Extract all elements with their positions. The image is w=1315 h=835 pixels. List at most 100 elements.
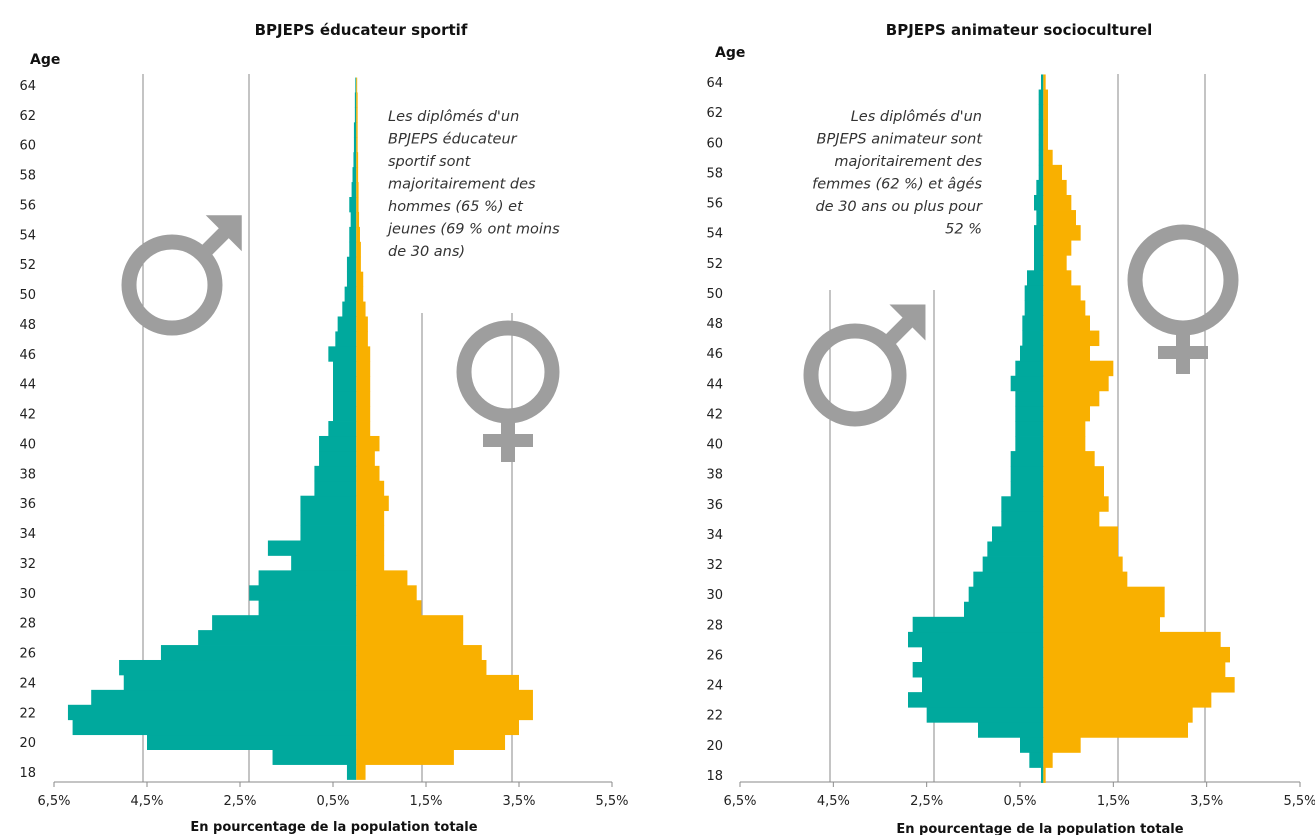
female-bar xyxy=(1043,631,1221,648)
y-tick-label: 54 xyxy=(19,228,36,243)
male-bar xyxy=(1015,420,1044,437)
male-bar xyxy=(319,450,357,467)
x-tick-label: 5,5% xyxy=(595,794,628,809)
female-bar xyxy=(356,107,358,123)
female-bar xyxy=(1043,285,1081,301)
y-tick-label: 22 xyxy=(19,706,36,721)
annotation-line: Les diplômés d'un xyxy=(851,109,982,125)
female-bar xyxy=(356,465,380,482)
female-symbol-ring xyxy=(1127,224,1239,336)
female-bar xyxy=(356,122,358,138)
male-bar xyxy=(973,571,1044,588)
annotation-line: 52 % xyxy=(945,222,982,238)
female-bar xyxy=(356,152,359,168)
x-tick-label: 3,5% xyxy=(1190,794,1223,809)
male-bar xyxy=(1038,164,1044,181)
chart-title: BPJEPS animateur socioculturel xyxy=(886,21,1152,39)
male-bar xyxy=(72,719,357,736)
female-bar xyxy=(1043,104,1048,121)
female-bar xyxy=(356,734,506,750)
x-tick-label: 0,5% xyxy=(316,794,349,809)
y-tick-label: 32 xyxy=(706,558,723,573)
male-bar xyxy=(354,107,357,123)
x-tick-label: 3,5% xyxy=(502,794,535,809)
male-bar xyxy=(926,707,1044,723)
female-bar xyxy=(1043,390,1100,407)
male-bar xyxy=(1015,405,1044,422)
female-bar xyxy=(1043,496,1109,512)
male-bar xyxy=(258,600,357,616)
y-tick-label: 46 xyxy=(19,348,36,363)
male-bar xyxy=(346,256,357,273)
female-bar xyxy=(356,406,371,422)
annotation-line: majoritairement des xyxy=(834,154,982,170)
male-bar xyxy=(1034,255,1044,271)
female-bar xyxy=(356,421,371,437)
female-bar xyxy=(356,555,385,571)
male-bar xyxy=(992,526,1044,542)
female-bar xyxy=(356,645,482,661)
x-tick-label: 6,5% xyxy=(37,794,70,809)
male-bar xyxy=(1038,104,1044,121)
male-bar xyxy=(198,630,357,646)
female-bar xyxy=(1043,646,1230,663)
y-tick-label: 32 xyxy=(19,557,36,572)
male-bar xyxy=(349,226,357,243)
female-bar xyxy=(356,286,364,302)
female-bar xyxy=(356,600,422,616)
y-tick-label: 38 xyxy=(19,467,36,482)
y-tick-label: 48 xyxy=(706,317,723,332)
female-bar xyxy=(1043,601,1165,618)
y-tick-label: 62 xyxy=(19,109,36,124)
y-tick-label: 46 xyxy=(706,347,723,362)
female-bar xyxy=(1043,571,1128,588)
female-bar xyxy=(356,182,359,198)
male-bar xyxy=(160,645,357,661)
y-tick-label: 30 xyxy=(706,588,723,603)
y-tick-label: 56 xyxy=(706,197,723,212)
female-bar xyxy=(1043,210,1076,226)
male-bar xyxy=(346,271,357,288)
female-bar xyxy=(356,659,487,676)
female-bar xyxy=(356,480,385,497)
male-bar xyxy=(968,586,1044,603)
y-tick-label: 40 xyxy=(19,437,36,452)
female-bar xyxy=(356,689,533,706)
y-tick-label: 44 xyxy=(706,377,723,392)
female-bar xyxy=(356,167,359,183)
male-bar xyxy=(314,480,357,497)
female-bar xyxy=(1043,164,1062,181)
female-bar xyxy=(1043,345,1090,362)
female-bar xyxy=(356,764,366,780)
y-tick-label: 38 xyxy=(706,468,723,483)
male-symbol-arrow xyxy=(205,215,242,252)
male-bar xyxy=(355,77,357,93)
female-bar xyxy=(1043,526,1118,542)
female-bar xyxy=(1043,541,1118,557)
male-bar xyxy=(922,646,1044,663)
y-tick-label: 30 xyxy=(19,587,36,602)
y-tick-label: 50 xyxy=(19,288,36,303)
male-bar xyxy=(354,92,357,108)
y-tick-label: 24 xyxy=(706,679,723,694)
female-bar xyxy=(1043,722,1188,738)
female-bar xyxy=(1043,375,1109,392)
y-tick-label: 56 xyxy=(19,198,36,213)
female-bar xyxy=(356,211,360,228)
male-bar xyxy=(1010,451,1044,467)
male-bar xyxy=(1010,375,1044,392)
male-bar xyxy=(1038,119,1044,136)
female-bar xyxy=(356,450,375,467)
annotation-line: de 30 ans) xyxy=(388,244,465,260)
female-bar xyxy=(1043,707,1193,723)
female-bar xyxy=(356,630,464,646)
male-bar xyxy=(272,749,357,765)
female-bar xyxy=(356,510,385,526)
male-bar xyxy=(1038,134,1044,151)
male-bar xyxy=(212,615,357,631)
y-tick-label: 64 xyxy=(19,79,36,94)
female-bar xyxy=(356,495,389,512)
y-tick-label: 18 xyxy=(19,766,36,781)
male-bar xyxy=(353,137,357,153)
